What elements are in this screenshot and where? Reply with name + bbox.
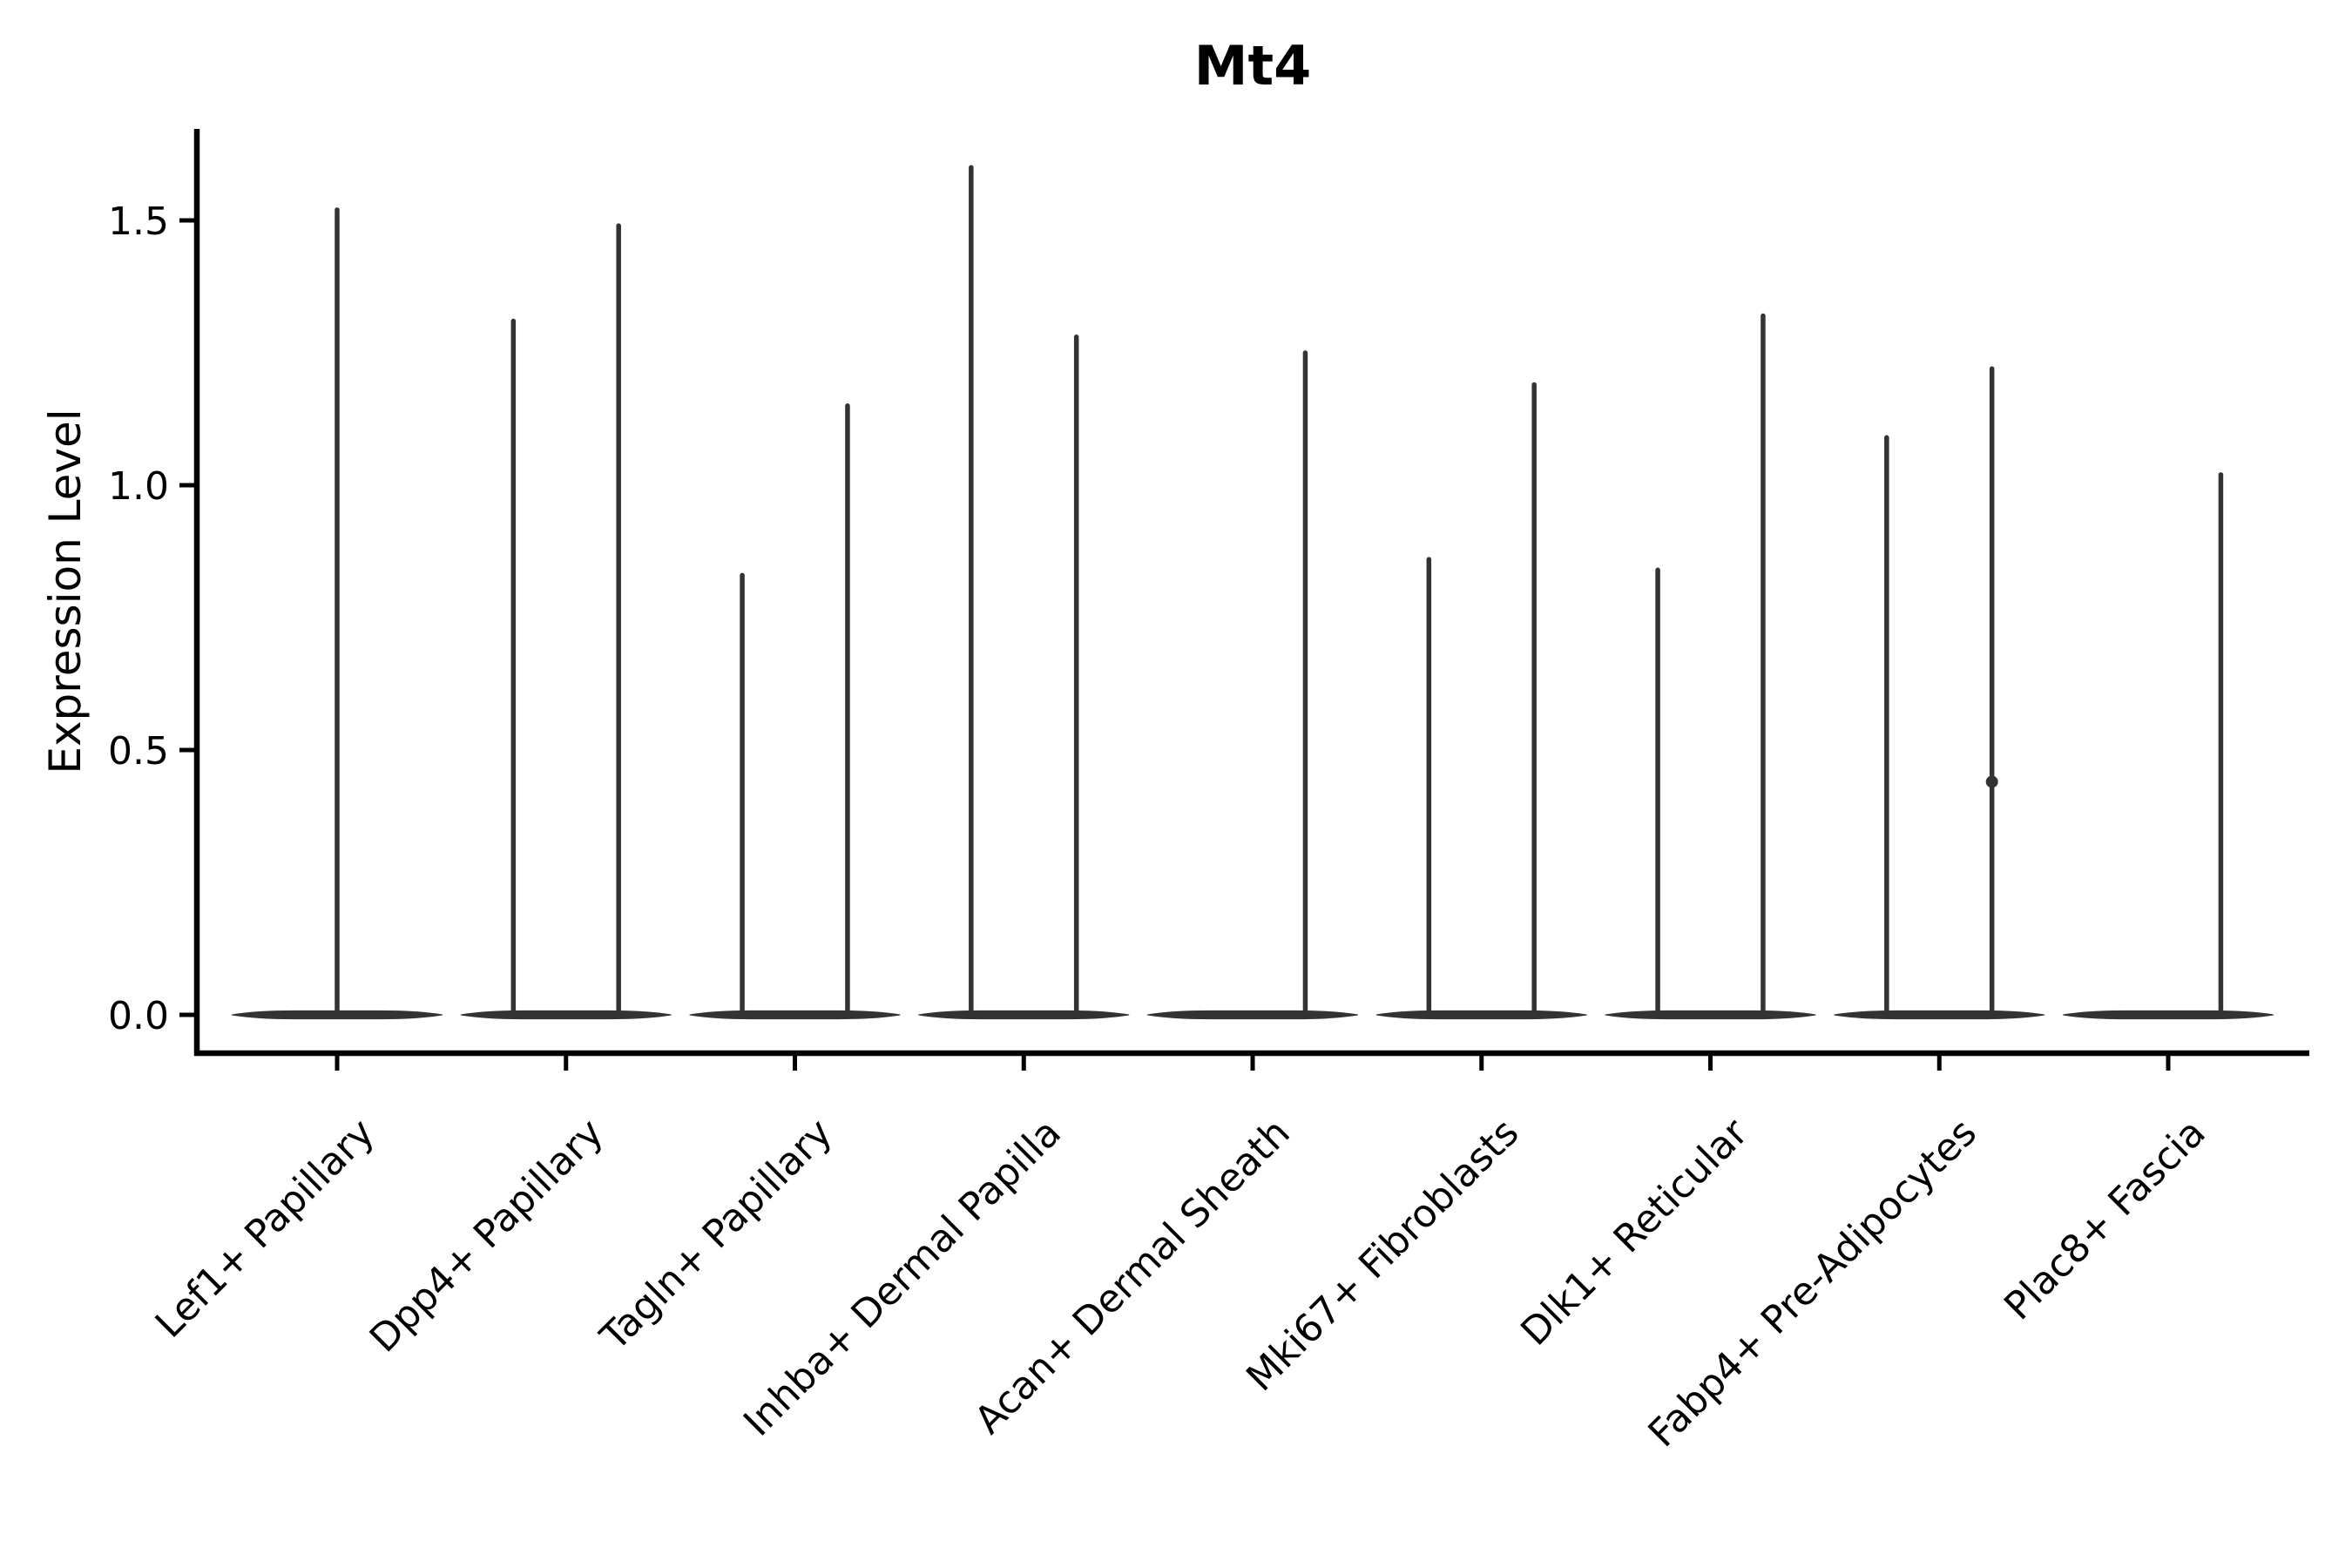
x-tick-label: Dpp4+ Papillary <box>362 1111 612 1362</box>
x-tick-label: Plac8+ Fascia <box>1996 1111 2214 1329</box>
y-tick-labels: 0.0 0.5 1.0 1.5 <box>108 199 197 1038</box>
violin <box>1375 382 1587 1020</box>
violin <box>1605 313 1816 1020</box>
x-tick-label: Tagln+ Papillary <box>591 1111 841 1360</box>
x-tick-label: Lef1+ Papillary <box>147 1111 383 1347</box>
violin <box>918 165 1130 1020</box>
violin <box>1834 366 2045 1020</box>
violin <box>460 223 672 1020</box>
y-tick-label: 0.5 <box>108 729 169 774</box>
y-tick-label: 0.0 <box>108 994 169 1038</box>
violin <box>689 403 901 1020</box>
violins <box>232 165 2274 1020</box>
violin <box>1147 350 1358 1020</box>
violin <box>2063 472 2274 1020</box>
violin-knob <box>1985 775 1998 788</box>
y-tick-label: 1.5 <box>108 199 169 244</box>
violin-base <box>689 1010 901 1020</box>
violin-base <box>1147 1010 1358 1020</box>
violin-base <box>2063 1010 2274 1020</box>
violin-base <box>1375 1010 1587 1020</box>
y-tick-label: 1.0 <box>108 464 169 509</box>
violin-base <box>1834 1010 2045 1020</box>
x-tick-label: Dlk1+ Reticular <box>1512 1110 1757 1355</box>
violin-base <box>918 1010 1130 1020</box>
chart-title: Mt4 <box>1194 34 1311 98</box>
violin <box>232 207 443 1020</box>
y-axis-label: Expression Level <box>40 409 91 774</box>
violin-base <box>1605 1010 1816 1020</box>
violin-base <box>460 1010 672 1020</box>
